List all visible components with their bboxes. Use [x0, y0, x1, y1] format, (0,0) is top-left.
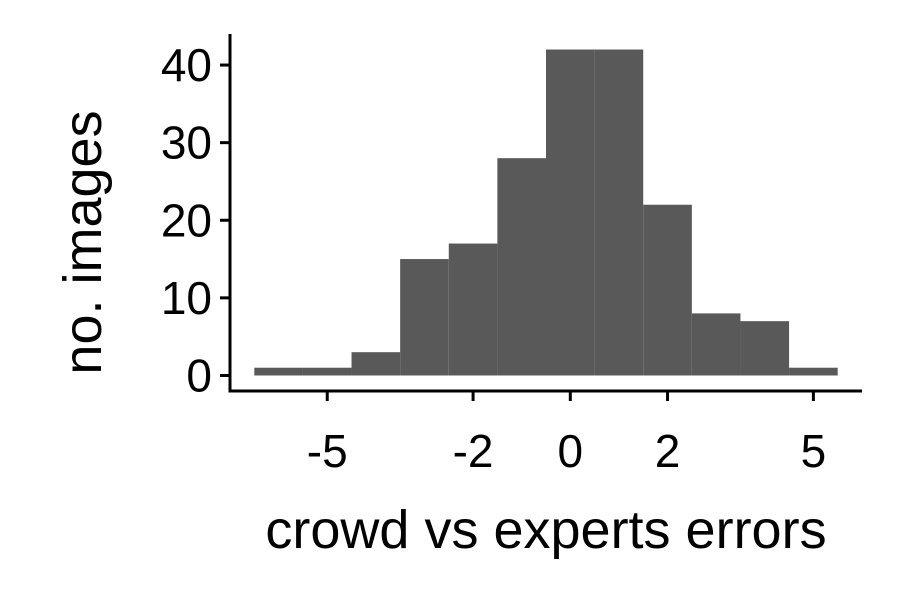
y-axis-title: no. images: [53, 110, 113, 374]
histogram-bar: [691, 313, 741, 376]
histogram-bar: [302, 367, 352, 376]
x-tick-label: 5: [801, 425, 827, 477]
histogram-bar: [351, 352, 401, 376]
x-tick-label: 0: [558, 425, 584, 477]
x-axis-title: crowd vs experts errors: [265, 500, 826, 560]
x-tick-label: -5: [307, 425, 348, 477]
x-ticks-group: -5 -2 0 2 5: [307, 391, 826, 477]
x-tick-label: 2: [655, 425, 681, 477]
histogram-bar: [740, 321, 790, 376]
histogram-bar: [448, 243, 498, 376]
histogram-bar: [789, 367, 838, 376]
y-ticks-group: 0 10 20 30 40: [161, 39, 230, 401]
y-tick-label: 0: [186, 349, 212, 401]
axes-group: [228, 34, 862, 393]
histogram-bar: [497, 158, 546, 376]
y-tick-label: 10: [161, 272, 212, 324]
histogram-bar: [400, 259, 449, 376]
bars-group: [254, 49, 838, 376]
y-tick-label: 30: [161, 117, 212, 169]
y-tick-label: 20: [161, 194, 212, 246]
histogram-bar: [254, 367, 303, 376]
y-tick-label: 40: [161, 39, 212, 91]
histogram-bar: [546, 49, 595, 376]
histogram-bar: [594, 49, 644, 376]
x-tick-label: -2: [453, 425, 494, 477]
histogram-bar: [643, 204, 692, 376]
